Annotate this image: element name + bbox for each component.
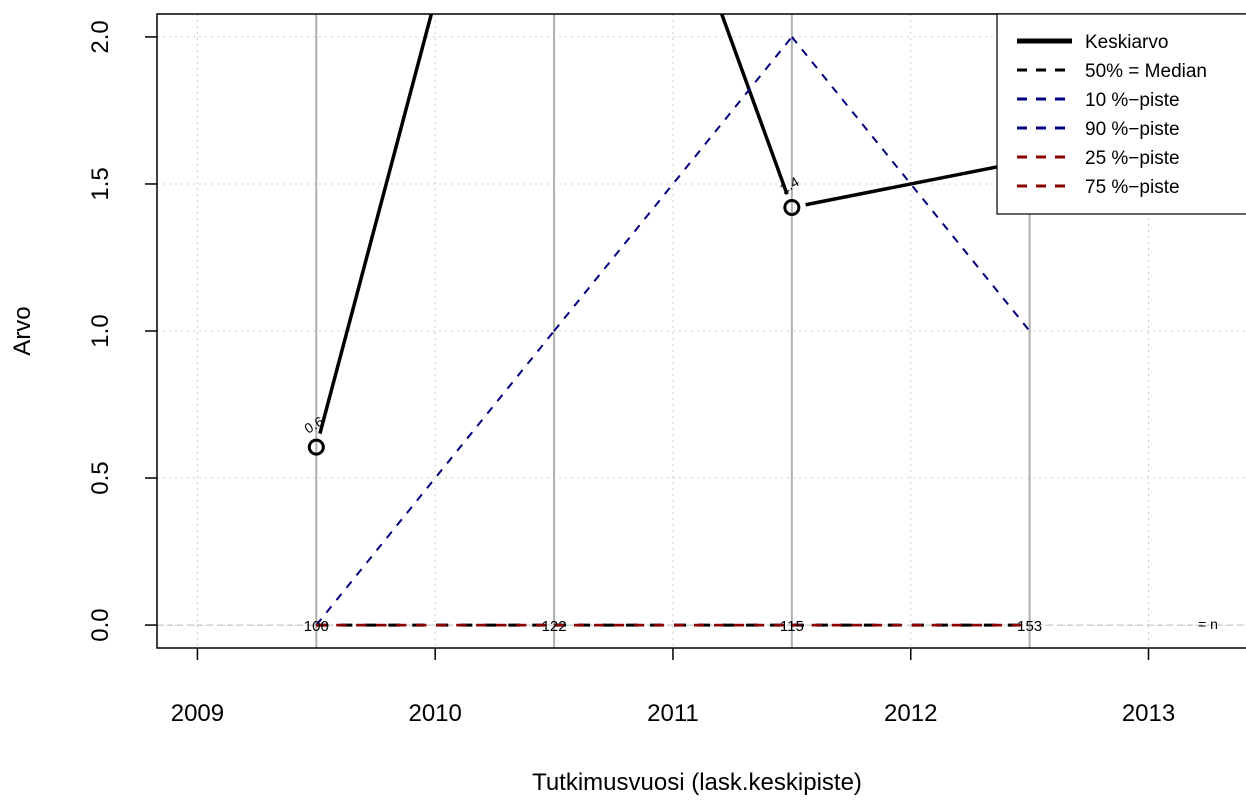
legend-label: Keskiarvo — [1085, 32, 1168, 53]
x-tick-label: 2009 — [171, 700, 224, 727]
x-axis-label: Tutkimusvuosi (lask.keskipiste) — [532, 769, 862, 796]
y-tick-label: 0.0 — [87, 608, 114, 641]
legend-label: 10 %−piste — [1085, 90, 1180, 111]
y-tick-label: 1.5 — [87, 167, 114, 200]
legend-label: 25 %−piste — [1085, 148, 1180, 169]
n-label: 122 — [542, 618, 567, 635]
n-label: 153 — [1017, 618, 1042, 635]
y-tick-label: 2.0 — [87, 20, 114, 53]
point — [783, 198, 801, 216]
plot-area: 0.61.41.6 — [301, 14, 1040, 648]
y-tick-label: 1.0 — [87, 314, 114, 347]
x-tick-label: 2010 — [408, 700, 461, 727]
legend-label: 50% = Median — [1085, 61, 1207, 82]
n-label: 100 — [304, 618, 329, 635]
axes: 2009 2010 2011 2012 2013 0.0 0.5 1.0 1.5 2.0 100 12… — [87, 13, 1246, 727]
n-label: 115 — [780, 618, 804, 635]
series-line — [805, 161, 1017, 207]
legend-label: 90 %−piste — [1085, 119, 1180, 140]
x-tick-label: 2013 — [1122, 700, 1175, 727]
series-line — [318, 14, 434, 435]
y-tick-label: 0.5 — [87, 461, 114, 494]
point — [307, 438, 325, 456]
x-tick-label: 2012 — [884, 700, 937, 727]
x-tick-label: 2011 — [647, 700, 699, 727]
n-caption: = n — [1198, 616, 1218, 632]
legend-label: 75 %−piste — [1085, 177, 1180, 198]
y-axis-label: Arvo — [9, 306, 36, 355]
legend-box — [996, 13, 1246, 215]
